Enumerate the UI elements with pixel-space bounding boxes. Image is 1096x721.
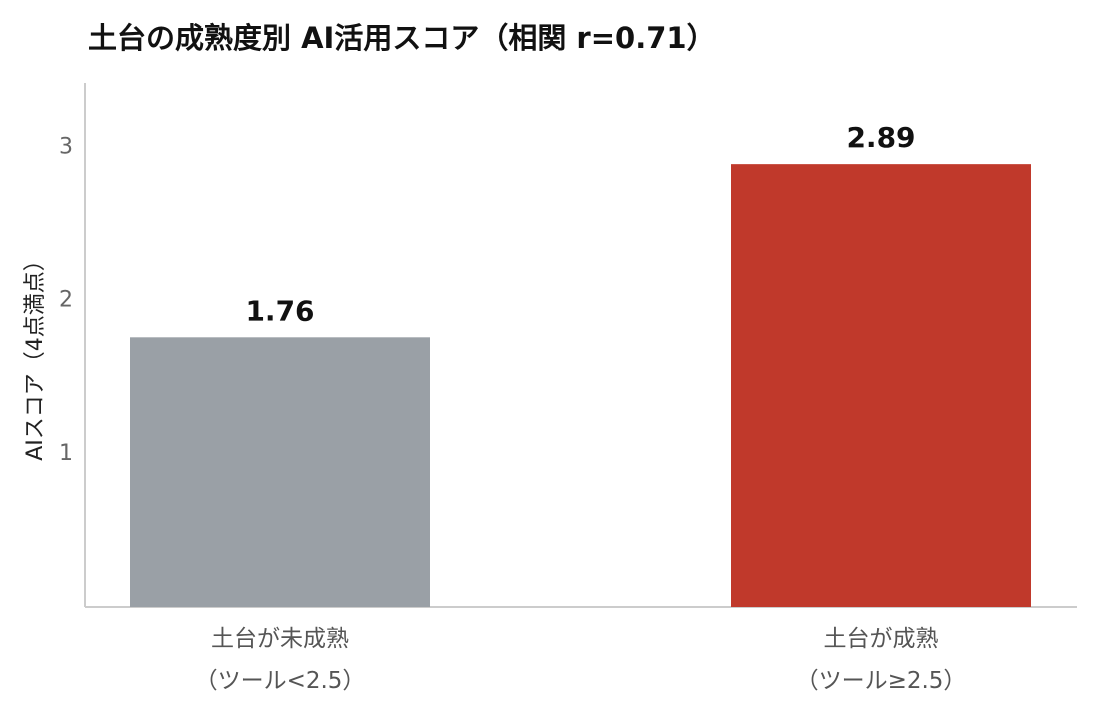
chart-title: 土台の成熟度別 AI活用スコア（相関 r=0.71）: [88, 21, 716, 55]
y-tick-label: 3: [59, 134, 73, 159]
y-tick-label: 1: [59, 441, 73, 466]
x-tick-label: 土台が成熟 （ツール≥2.5）: [795, 626, 967, 694]
x-tick-label: 土台が未成熟 （ツール<2.5）: [194, 626, 366, 694]
value-label: 2.89: [846, 121, 915, 154]
y-axis-label: AIスコア（4点満点）: [23, 249, 48, 461]
value-label: 1.76: [245, 294, 314, 327]
y-tick-label: 2: [59, 288, 73, 313]
bar: [731, 164, 1031, 607]
bar: [130, 337, 430, 607]
